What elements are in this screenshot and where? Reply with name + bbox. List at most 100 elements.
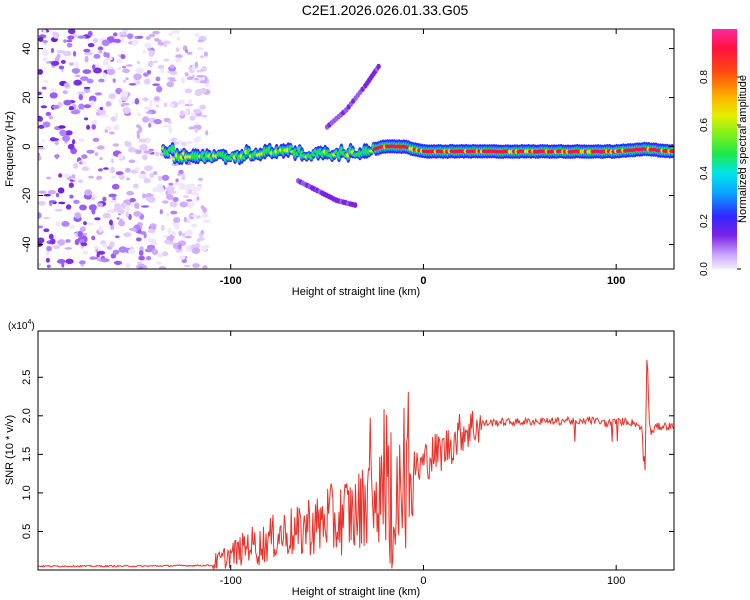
- noise-blob: [77, 230, 83, 238]
- noise-blob: [128, 213, 132, 221]
- noise-blob: [155, 151, 160, 157]
- noise-blob: [142, 116, 150, 123]
- noise-blob: [205, 84, 210, 88]
- noise-blob: [98, 51, 103, 54]
- noise-blob: [125, 263, 131, 269]
- noise-blob: [190, 183, 195, 187]
- noise-blob: [163, 239, 171, 244]
- noise-blob: [137, 113, 142, 117]
- noise-blob: [125, 205, 131, 212]
- noise-blob: [186, 51, 193, 55]
- noise-blob: [92, 137, 100, 142]
- noise-blob: [110, 200, 118, 204]
- noise-blob: [89, 100, 96, 107]
- noise-blob: [179, 255, 186, 260]
- noise-blob: [68, 182, 74, 188]
- noise-blob: [112, 249, 120, 255]
- snr-scale-exponent: 4: [27, 319, 31, 326]
- noise-blob: [67, 35, 75, 40]
- noise-blob: [142, 193, 146, 199]
- noise-blob: [147, 196, 156, 203]
- noise-blob: [62, 90, 68, 94]
- noise-blob: [66, 39, 73, 43]
- noise-blob: [102, 72, 107, 79]
- noise-blob: [93, 53, 101, 59]
- spectrogram-x-tick-label: 0: [420, 275, 426, 287]
- noise-blob: [163, 102, 168, 108]
- noise-blob: [122, 79, 127, 83]
- noise-blob: [185, 140, 194, 145]
- noise-blob: [178, 244, 182, 250]
- noise-blob: [125, 77, 129, 81]
- noise-blob: [43, 193, 51, 197]
- noise-blob: [42, 121, 51, 128]
- noise-blob: [156, 261, 162, 265]
- noise-blob: [195, 136, 202, 141]
- noise-blob: [116, 217, 120, 220]
- noise-blob: [138, 126, 143, 133]
- noise-blob: [144, 42, 152, 49]
- noise-blob: [46, 61, 50, 64]
- noise-blob: [101, 39, 110, 46]
- noise-blob: [43, 216, 51, 220]
- noise-blob: [79, 226, 86, 232]
- snr-series-line: [38, 359, 674, 570]
- noise-blob: [42, 49, 49, 57]
- noise-blob: [49, 88, 58, 92]
- noise-blob: [193, 80, 201, 84]
- noise-blob: [46, 176, 52, 180]
- noise-blob: [148, 33, 156, 38]
- noise-blob: [58, 173, 63, 178]
- noise-blob: [139, 144, 148, 151]
- noise-blob: [129, 198, 136, 203]
- colorbar-tick-label: 0.0: [699, 262, 710, 276]
- noise-blob: [103, 167, 109, 170]
- noise-blob: [123, 200, 129, 203]
- noise-blob: [148, 122, 152, 128]
- noise-blob: [168, 120, 172, 125]
- noise-blob: [141, 154, 148, 161]
- noise-blob: [196, 69, 202, 73]
- noise-blob: [193, 108, 202, 114]
- spectrogram-noise-region: [38, 29, 211, 269]
- noise-blob: [118, 174, 125, 180]
- noise-blob: [198, 177, 203, 181]
- noise-blob: [199, 104, 207, 110]
- spectrogram-x-tick-label: 100: [607, 275, 625, 287]
- noise-blob: [61, 262, 65, 268]
- noise-blob: [194, 122, 199, 126]
- noise-blob: [70, 110, 80, 115]
- noise-blob: [177, 140, 184, 145]
- noise-blob: [126, 177, 130, 181]
- noise-blob: [143, 150, 153, 154]
- noise-blob: [137, 261, 142, 265]
- noise-blob: [38, 263, 41, 267]
- noise-blob: [99, 157, 103, 160]
- noise-blob: [178, 182, 186, 188]
- noise-blob: [177, 101, 186, 105]
- noise-blob: [153, 118, 162, 125]
- noise-blob: [176, 36, 181, 41]
- noise-blob: [112, 38, 121, 44]
- noise-blob: [133, 73, 142, 81]
- noise-blob: [117, 153, 123, 160]
- snr-axes-frame: [37, 330, 675, 571]
- noise-blob: [150, 241, 158, 247]
- snr-scale-label: (x104): [8, 319, 35, 332]
- noise-blob: [134, 98, 140, 105]
- noise-blob: [116, 59, 123, 64]
- snr-y-tick-label: 2.0: [21, 408, 33, 423]
- noise-blob: [96, 175, 103, 180]
- noise-blob: [75, 74, 81, 78]
- noise-blob: [91, 235, 96, 241]
- noise-blob: [188, 98, 192, 106]
- noise-blob: [41, 86, 47, 90]
- noise-blob: [79, 260, 86, 265]
- spectrogram-y-tick-label: -20: [21, 188, 33, 204]
- colorbar-label: Normalized spectral amplitude: [737, 75, 749, 223]
- noise-blob: [202, 264, 208, 269]
- noise-blob: [88, 204, 97, 211]
- signal-cell: [170, 145, 175, 153]
- noise-blob: [145, 111, 153, 114]
- noise-blob: [63, 39, 67, 43]
